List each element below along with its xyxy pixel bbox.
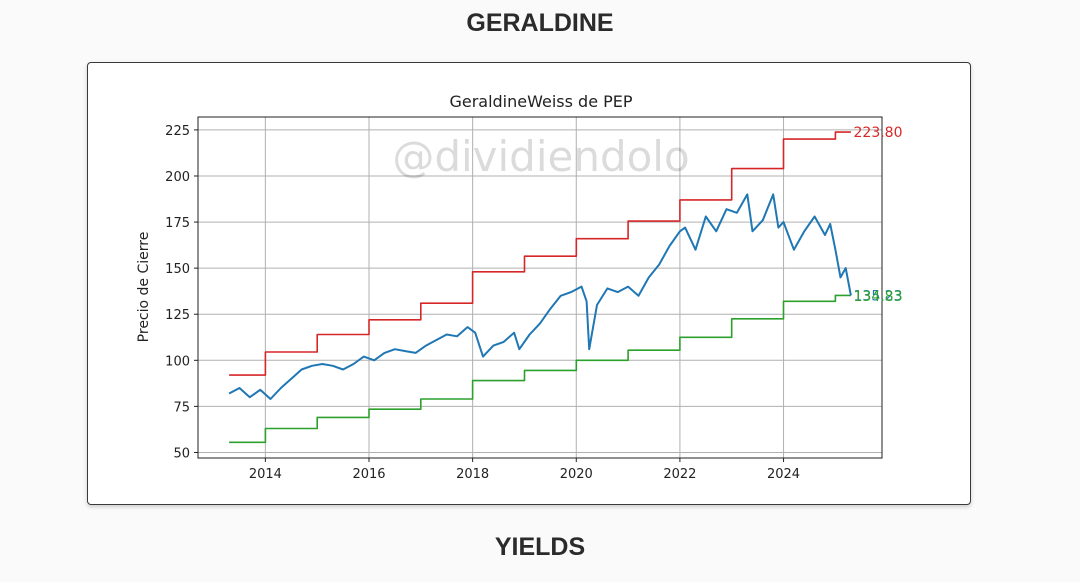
end-value-label: 223.80 bbox=[854, 125, 903, 141]
section-title-geraldine: GERALDINE bbox=[466, 9, 614, 37]
y-axis-label: Precio de Cierre bbox=[136, 232, 152, 343]
y-tick-label: 225 bbox=[165, 124, 190, 139]
y-tick-label: 175 bbox=[165, 216, 190, 231]
y-tick-label: 75 bbox=[173, 400, 190, 415]
lower-band-line bbox=[229, 294, 851, 444]
x-tick-label: 2018 bbox=[456, 467, 489, 482]
x-tick-label: 2024 bbox=[767, 467, 800, 482]
chart-title: GeraldineWeiss de PEP bbox=[449, 92, 632, 111]
x-tick-label: 2014 bbox=[249, 467, 282, 482]
upper-band-line bbox=[229, 131, 851, 376]
y-tick-label: 125 bbox=[165, 308, 190, 323]
chart-card: @dividiendolo 2014 2016 2018 2020 2022 2024 50… bbox=[87, 62, 971, 505]
ticks-layer: 2014 2016 2018 2020 2022 2024 50 75 100 125 150 175… bbox=[165, 124, 800, 482]
end-value-label: 134.83 bbox=[854, 289, 903, 305]
y-tick-label: 150 bbox=[165, 262, 190, 277]
price-line bbox=[228, 193, 852, 400]
series-layer bbox=[228, 131, 852, 444]
x-tick-label: 2022 bbox=[663, 467, 696, 482]
section-title-yields: YIELDS bbox=[494, 533, 586, 561]
geraldine-weiss-chart: @dividiendolo 2014 2016 2018 2020 2022 2024 50… bbox=[136, 92, 903, 482]
end-value-label: 135.23 bbox=[854, 288, 903, 304]
y-tick-label: 50 bbox=[173, 446, 190, 461]
grid-layer bbox=[198, 117, 882, 458]
y-tick-label: 100 bbox=[165, 354, 190, 369]
watermark-text: @dividiendolo bbox=[392, 132, 689, 181]
x-tick-label: 2016 bbox=[352, 467, 385, 482]
y-tick-label: 200 bbox=[165, 170, 190, 185]
x-tick-label: 2020 bbox=[560, 467, 593, 482]
plot-frame bbox=[197, 116, 883, 459]
